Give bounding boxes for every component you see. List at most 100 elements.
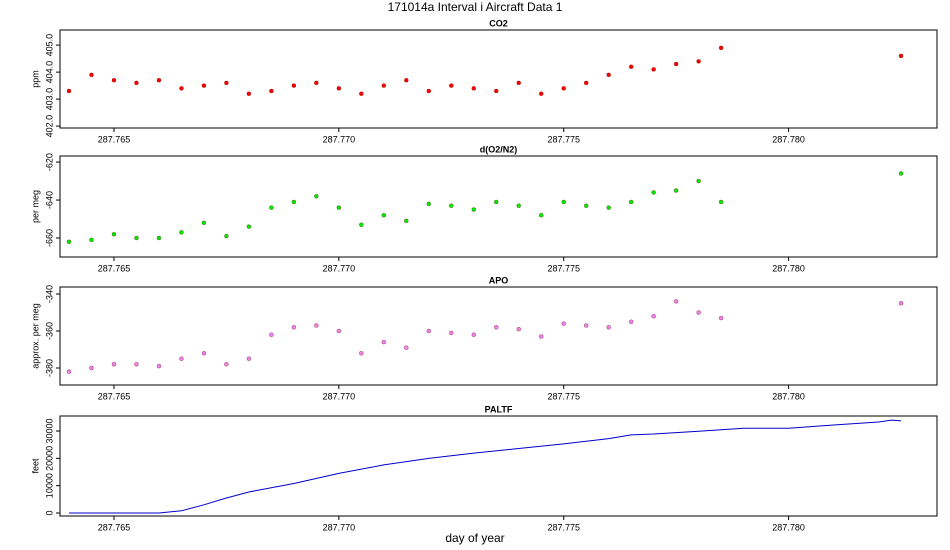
y-tick-label: 20000 — [44, 446, 54, 471]
plot-frame — [59, 286, 938, 386]
x-tick-label: 287.780 — [772, 391, 805, 401]
data-point — [696, 178, 701, 184]
data-point — [516, 203, 521, 208]
data-point — [673, 61, 679, 67]
x-tick-label: 287.770 — [323, 134, 356, 144]
data-point — [494, 325, 499, 330]
y-tick-label: 405.0 — [44, 34, 54, 57]
data-point — [66, 88, 72, 94]
data-point — [224, 362, 229, 367]
data-point — [718, 45, 724, 50]
x-tick-label: 287.770 — [323, 522, 356, 532]
data-point — [134, 235, 139, 241]
data-point — [269, 205, 274, 210]
data-point — [516, 327, 521, 332]
data-point — [246, 356, 252, 361]
data-point — [449, 330, 454, 336]
data-point — [179, 86, 184, 91]
data-point — [359, 222, 364, 227]
data-point — [898, 301, 904, 306]
data-point — [89, 72, 94, 77]
data-point — [381, 339, 386, 345]
x-tick-label: 287.765 — [98, 263, 131, 273]
data-point — [404, 345, 409, 350]
data-point — [584, 323, 589, 328]
data-point — [584, 203, 589, 208]
data-point — [471, 207, 476, 212]
data-point — [291, 83, 297, 88]
data-point — [651, 190, 656, 195]
x-tick-label: 287.770 — [323, 263, 356, 273]
data-point — [314, 80, 319, 86]
data-point — [898, 53, 904, 59]
y-tick-label: -640 — [44, 191, 54, 209]
y-tick-label: 0 — [44, 510, 54, 515]
y-tick-label: 402.0 — [44, 115, 54, 138]
data-point — [66, 369, 72, 374]
data-point — [381, 83, 386, 88]
data-point — [539, 213, 544, 218]
y-tick-label: 30000 — [44, 419, 54, 444]
data-point — [66, 239, 72, 244]
x-axis-label: day of year — [445, 531, 504, 545]
data-point — [629, 64, 634, 69]
data-point — [336, 205, 341, 210]
data-point — [426, 201, 431, 206]
data-point — [898, 171, 904, 176]
data-point — [291, 199, 297, 205]
data-point — [718, 199, 724, 205]
page-title: 171014a Interval i Aircraft Data 1 — [388, 0, 563, 14]
data-point — [246, 224, 252, 229]
x-tick-label: 287.780 — [772, 263, 805, 273]
y-axis-label: per meg — [30, 190, 40, 223]
data-point — [336, 328, 341, 334]
data-point — [111, 232, 117, 237]
data-point — [449, 83, 454, 88]
y-tick-label: -340 — [44, 285, 54, 303]
data-point — [134, 362, 139, 367]
data-point — [201, 83, 207, 88]
y-tick-label: -660 — [44, 229, 54, 247]
data-point — [539, 334, 544, 339]
data-point — [134, 80, 139, 86]
data-point — [494, 88, 499, 94]
data-point — [291, 325, 297, 330]
x-tick-label: 287.775 — [547, 522, 580, 532]
plot-frame — [59, 155, 938, 258]
y-axis-label: ppm — [30, 70, 40, 88]
y-axis-label: approx. per meg — [30, 303, 40, 369]
data-point — [561, 321, 566, 326]
data-point — [314, 323, 319, 328]
panel-title: d(O2/N2) — [480, 144, 518, 154]
data-point — [539, 91, 544, 96]
data-point — [606, 205, 611, 210]
panel-title: CO2 — [489, 18, 508, 28]
data-point — [156, 363, 162, 369]
data-point — [673, 299, 679, 304]
x-tick-label: 287.780 — [772, 134, 805, 144]
data-point — [606, 72, 611, 77]
data-point — [404, 218, 409, 224]
x-tick-label: 287.775 — [547, 391, 580, 401]
y-tick-label: -360 — [44, 322, 54, 340]
x-tick-label: 287.780 — [772, 522, 805, 532]
x-tick-label: 287.765 — [98, 391, 131, 401]
y-tick-label: -380 — [44, 359, 54, 377]
data-point — [606, 325, 611, 330]
x-tick-label: 287.765 — [98, 522, 131, 532]
data-point — [201, 351, 207, 356]
data-point — [696, 59, 701, 64]
data-point — [269, 332, 274, 337]
data-line — [68, 419, 902, 514]
data-point — [494, 199, 499, 205]
plot-frame — [59, 29, 938, 129]
data-point — [449, 203, 454, 208]
data-point — [269, 88, 274, 94]
data-point — [156, 235, 162, 241]
data-point — [156, 78, 162, 83]
y-tick-label: -620 — [44, 153, 54, 171]
data-point — [381, 213, 386, 218]
data-point — [179, 230, 184, 235]
data-point — [651, 67, 656, 72]
